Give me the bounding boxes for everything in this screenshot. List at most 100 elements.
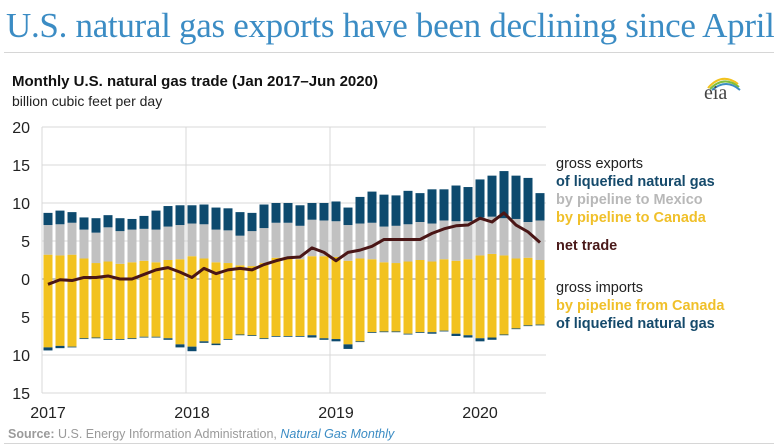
bar-exports-of-liquefied-natural-gas xyxy=(367,191,377,223)
bar-exports-by-pipeline-to-Mexico xyxy=(163,226,173,260)
bar-imports-of-liquefied-natural-gas xyxy=(439,330,449,332)
bar-exports-by-pipeline-to-Canada xyxy=(427,261,437,279)
bar-imports-of-liquefied-natural-gas xyxy=(427,332,437,334)
bar-exports-by-pipeline-to-Mexico xyxy=(415,222,425,260)
grid xyxy=(41,126,546,394)
legend-exports-lng: of liquefied natural gas xyxy=(556,174,715,190)
bar-imports-of-liquefied-natural-gas xyxy=(487,337,497,340)
bar-exports-by-pipeline-to-Canada xyxy=(487,253,497,279)
bar-imports-by-pipeline-from-Canada xyxy=(475,279,485,339)
bar-imports-of-liquefied-natural-gas xyxy=(307,335,317,338)
bar-exports-by-pipeline-to-Canada xyxy=(499,255,509,279)
bar-imports-by-pipeline-from-Canada xyxy=(331,279,341,340)
bar-imports-by-pipeline-from-Canada xyxy=(343,279,353,345)
bar-exports-by-pipeline-to-Canada xyxy=(535,260,545,279)
bar-exports-by-pipeline-to-Mexico xyxy=(355,223,365,259)
bar-exports-by-pipeline-to-Mexico xyxy=(139,228,149,261)
legend-imports: gross imports by pipeline from Canada of… xyxy=(556,279,724,333)
bar-exports-by-pipeline-to-Mexico xyxy=(307,219,317,257)
bar-exports-by-pipeline-to-Canada xyxy=(139,260,149,279)
bar-exports-by-pipeline-to-Canada xyxy=(175,259,185,279)
bar-exports-by-pipeline-to-Mexico xyxy=(283,222,293,257)
y-tick-label: 0 xyxy=(21,272,30,289)
bar-imports-by-pipeline-from-Canada xyxy=(103,279,113,340)
bar-imports-of-liquefied-natural-gas xyxy=(403,333,413,335)
bar-imports-by-pipeline-from-Canada xyxy=(187,279,197,347)
bar-imports-of-liquefied-natural-gas xyxy=(151,336,161,338)
bar-exports-by-pipeline-to-Canada xyxy=(115,263,125,279)
bar-exports-of-liquefied-natural-gas xyxy=(319,203,329,221)
bar-imports-by-pipeline-from-Canada xyxy=(223,279,233,340)
bar-exports-by-pipeline-to-Canada xyxy=(259,263,269,279)
y-tick-label: 15 xyxy=(12,158,30,175)
bars xyxy=(43,171,545,352)
legend-imports-heading: gross imports xyxy=(556,280,644,296)
bar-exports-by-pipeline-to-Mexico xyxy=(487,216,497,254)
bar-imports-by-pipeline-from-Canada xyxy=(151,279,161,337)
bar-exports-of-liquefied-natural-gas xyxy=(91,218,101,233)
bar-exports-by-pipeline-to-Mexico xyxy=(175,225,185,260)
legend-exports-mexico: by pipeline to Mexico xyxy=(556,192,703,208)
bar-imports-of-liquefied-natural-gas xyxy=(127,338,137,340)
bar-imports-by-pipeline-from-Canada xyxy=(139,279,149,337)
bar-exports-by-pipeline-to-Mexico xyxy=(439,220,449,260)
bar-imports-by-pipeline-from-Canada xyxy=(463,279,473,336)
bar-exports-by-pipeline-to-Canada xyxy=(235,265,245,279)
bar-imports-of-liquefied-natural-gas xyxy=(319,338,329,340)
bar-imports-of-liquefied-natural-gas xyxy=(187,346,197,352)
bar-imports-of-liquefied-natural-gas xyxy=(451,333,461,336)
legend-exports: gross exports of liquefied natural gas b… xyxy=(556,155,715,227)
bar-exports-of-liquefied-natural-gas xyxy=(475,179,485,218)
bar-exports-of-liquefied-natural-gas xyxy=(79,217,89,230)
bar-exports-of-liquefied-natural-gas xyxy=(259,204,269,229)
bar-exports-of-liquefied-natural-gas xyxy=(391,195,401,226)
bar-exports-by-pipeline-to-Canada xyxy=(319,256,329,279)
bar-imports-of-liquefied-natural-gas xyxy=(463,335,473,338)
y-tick-label: 20 xyxy=(12,120,30,137)
source-link[interactable]: Natural Gas Monthly xyxy=(280,427,395,441)
bar-imports-by-pipeline-from-Canada xyxy=(451,279,461,334)
legend-imports-canada: by pipeline from Canada xyxy=(556,298,725,314)
bar-exports-of-liquefied-natural-gas xyxy=(247,212,257,232)
bar-imports-of-liquefied-natural-gas xyxy=(295,336,305,337)
x-tick-label: 2017 xyxy=(30,405,66,422)
bar-imports-of-liquefied-natural-gas xyxy=(79,338,89,340)
bar-exports-of-liquefied-natural-gas xyxy=(487,175,497,217)
bar-exports-by-pipeline-to-Canada xyxy=(523,257,533,279)
headline: U.S. natural gas exports have been decli… xyxy=(6,6,774,45)
bar-imports-by-pipeline-from-Canada xyxy=(175,279,185,345)
bar-exports-by-pipeline-to-Mexico xyxy=(151,229,161,263)
bar-exports-by-pipeline-to-Mexico xyxy=(247,231,257,267)
bar-imports-by-pipeline-from-Canada xyxy=(403,279,413,334)
bar-exports-by-pipeline-to-Mexico xyxy=(115,231,125,264)
bar-exports-of-liquefied-natural-gas xyxy=(439,189,449,221)
bar-exports-by-pipeline-to-Mexico xyxy=(259,228,269,264)
bar-imports-of-liquefied-natural-gas xyxy=(283,336,293,337)
eia-logo: eia xyxy=(694,70,754,110)
bar-exports-of-liquefied-natural-gas xyxy=(55,210,65,225)
bar-exports-by-pipeline-to-Mexico xyxy=(403,224,413,262)
bar-exports-by-pipeline-to-Mexico xyxy=(271,222,281,258)
y-tick-label: 10 xyxy=(12,196,30,213)
bar-exports-of-liquefied-natural-gas xyxy=(211,207,221,230)
bar-exports-of-liquefied-natural-gas xyxy=(199,204,209,225)
bar-imports-by-pipeline-from-Canada xyxy=(115,279,125,340)
bar-imports-by-pipeline-from-Canada xyxy=(499,279,509,335)
bar-exports-by-pipeline-to-Mexico xyxy=(463,221,473,260)
bar-exports-by-pipeline-to-Canada xyxy=(379,262,389,279)
bar-exports-by-pipeline-to-Mexico xyxy=(43,225,53,255)
bar-exports-by-pipeline-to-Canada xyxy=(271,257,281,279)
bar-exports-of-liquefied-natural-gas xyxy=(115,218,125,232)
bar-imports-of-liquefied-natural-gas xyxy=(163,338,173,340)
bar-exports-by-pipeline-to-Mexico xyxy=(91,232,101,264)
bar-exports-by-pipeline-to-Mexico xyxy=(223,230,233,264)
bar-imports-of-liquefied-natural-gas xyxy=(115,339,125,340)
bar-exports-of-liquefied-natural-gas xyxy=(103,215,113,228)
bar-exports-by-pipeline-to-Canada xyxy=(247,266,257,279)
bar-imports-by-pipeline-from-Canada xyxy=(487,279,497,338)
bar-imports-by-pipeline-from-Canada xyxy=(247,279,257,336)
bar-exports-of-liquefied-natural-gas xyxy=(223,208,233,231)
legend-net: net trade xyxy=(556,237,617,255)
x-tick-label: 2020 xyxy=(462,405,498,422)
bar-imports-by-pipeline-from-Canada xyxy=(235,279,245,335)
